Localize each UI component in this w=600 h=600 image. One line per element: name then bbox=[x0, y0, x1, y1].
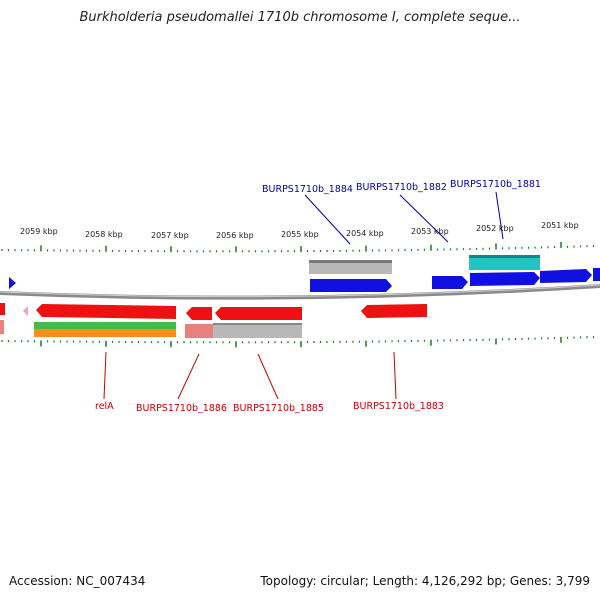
gene-label-1881[interactable]: BURPS1710b_1881 bbox=[450, 179, 541, 190]
feature-track-pink[interactable] bbox=[185, 324, 213, 338]
callout-line-1884 bbox=[304, 194, 351, 245]
gene-1883[interactable] bbox=[361, 304, 427, 318]
gene-label-1883[interactable]: BURPS1710b_1883 bbox=[353, 401, 444, 412]
gene-reverse-pink bbox=[23, 306, 28, 316]
feature-track-orange[interactable] bbox=[34, 329, 176, 337]
feature-track-green[interactable] bbox=[34, 322, 176, 329]
gene-forward-1884[interactable] bbox=[310, 279, 392, 292]
gene-forward-edge-right[interactable] bbox=[593, 268, 600, 281]
feature-track-gray-bottom[interactable] bbox=[213, 324, 302, 338]
chromosome-backbone bbox=[0, 284, 600, 300]
gene-label-1885[interactable]: BURPS1710b_1885 bbox=[233, 403, 324, 414]
callout-line-relA bbox=[103, 351, 107, 400]
gene-label-1884[interactable]: BURPS1710b_1884 bbox=[262, 184, 353, 195]
ruler-label: 2058 kbp bbox=[85, 230, 123, 239]
gene-forward-1882[interactable] bbox=[432, 276, 468, 289]
feature-track-gray-bottom-shade bbox=[213, 323, 302, 325]
gene-label-relA[interactable]: relA bbox=[95, 401, 114, 412]
gene-label-1886[interactable]: BURPS1710b_1886 bbox=[136, 403, 227, 414]
feature-track-gray-top[interactable] bbox=[309, 262, 392, 274]
feature-track-pink-edge bbox=[0, 320, 4, 334]
ruler-label: 2052 kbp bbox=[476, 224, 514, 233]
accession-text: Accession: NC_007434 bbox=[9, 574, 146, 588]
feature-track-gray-top-shade bbox=[309, 260, 392, 263]
chromosome-backbone-highlight bbox=[0, 284, 600, 298]
gene-reverse-edge[interactable] bbox=[0, 303, 5, 315]
feature-track-cyan-shade bbox=[469, 255, 540, 258]
ruler-label: 2059 kbp bbox=[20, 227, 58, 236]
gene-1886[interactable] bbox=[186, 307, 212, 320]
gene-relA[interactable] bbox=[36, 304, 176, 319]
callout-line-1883 bbox=[393, 351, 397, 400]
gene-label-1882[interactable]: BURPS1710b_1882 bbox=[356, 182, 447, 193]
ruler-label: 2053 kbp bbox=[411, 227, 449, 236]
callout-line-1886 bbox=[177, 353, 200, 400]
ruler-label: 2057 kbp bbox=[151, 231, 189, 240]
gene-forward-next[interactable] bbox=[540, 269, 592, 283]
ruler-label: 2055 kbp bbox=[281, 230, 319, 239]
gene-forward-1881[interactable] bbox=[470, 272, 540, 286]
feature-track-cyan[interactable] bbox=[469, 257, 540, 270]
genome-summary-text: Topology: circular; Length: 4,126,292 bp… bbox=[260, 574, 590, 588]
map-title: Burkholderia pseudomallei 1710b chromoso… bbox=[79, 10, 521, 25]
callout-line-1885 bbox=[257, 353, 279, 400]
ruler-ticks-top bbox=[1, 241, 595, 253]
callout-line-1882 bbox=[399, 194, 449, 243]
ruler-label: 2056 kbp bbox=[216, 231, 254, 240]
callout-line-1881 bbox=[495, 191, 504, 240]
gene-1885[interactable] bbox=[215, 307, 302, 320]
ruler-label: 2051 kbp bbox=[541, 221, 579, 230]
gene-forward-edge[interactable] bbox=[9, 277, 16, 289]
ruler-ticks-bottom bbox=[1, 336, 595, 348]
ruler-label: 2054 kbp bbox=[346, 229, 384, 238]
